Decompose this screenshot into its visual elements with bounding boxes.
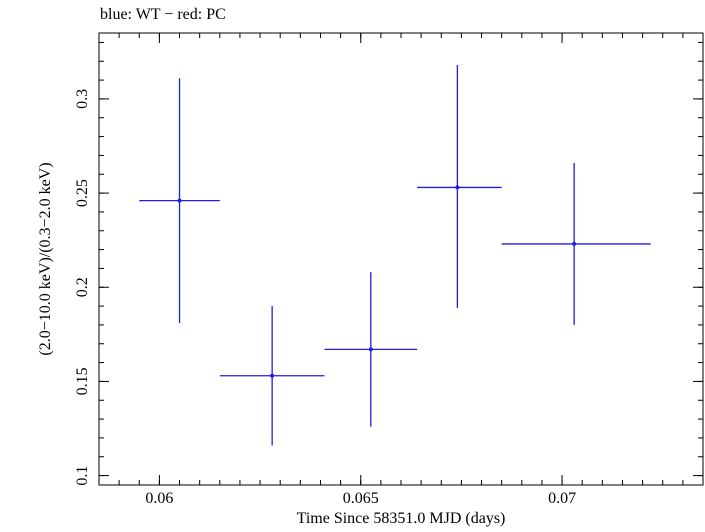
data-point xyxy=(572,241,577,246)
y-axis-label: (2.0−10.0 keV)/(0.3−2.0 keV) xyxy=(37,162,54,356)
data-point xyxy=(177,198,182,203)
y-tick-label: 0.25 xyxy=(74,179,91,207)
chart-title: blue: WT − red: PC xyxy=(100,6,226,23)
y-tick-label: 0.3 xyxy=(74,89,91,109)
x-tick-label: 0.07 xyxy=(548,490,576,507)
plot-frame xyxy=(98,32,704,486)
data-point xyxy=(455,185,460,190)
x-tick-label: 0.065 xyxy=(343,490,379,507)
y-tick-label: 0.15 xyxy=(74,367,91,395)
x-tick-label: 0.06 xyxy=(145,490,173,507)
data-point xyxy=(368,347,373,352)
y-tick-label: 0.2 xyxy=(74,277,91,297)
data-point xyxy=(270,373,275,378)
y-tick-label: 0.1 xyxy=(74,466,91,486)
x-axis-label: Time Since 58351.0 MJD (days) xyxy=(296,510,506,527)
